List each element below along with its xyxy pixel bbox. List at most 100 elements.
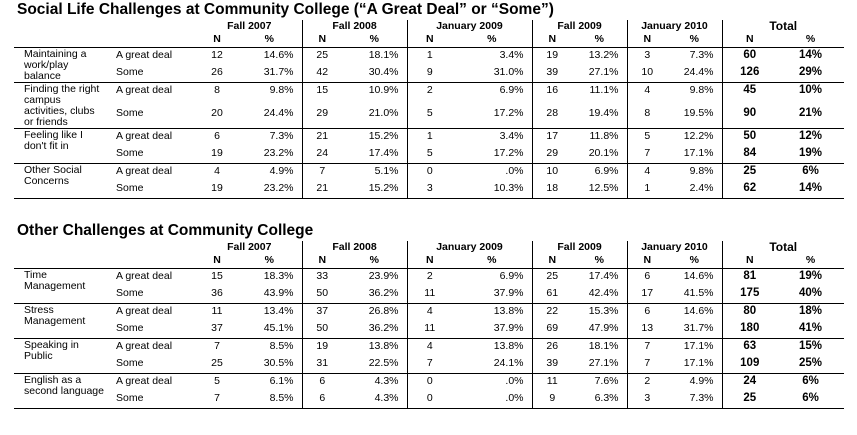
table-row: English as a second language A great deal… <box>14 373 844 409</box>
table-row: Finding the right campus activities, clu… <box>14 82 844 129</box>
percent-cell: 13.8% <box>452 338 533 356</box>
percent-cell: 6% <box>777 373 844 391</box>
count-cell: 11 <box>407 321 452 339</box>
n-column-header: N <box>745 254 754 266</box>
n-column-header: N <box>213 33 221 45</box>
count-cell: 16 <box>532 82 572 106</box>
percent-cell: 13.8% <box>452 303 533 321</box>
percent-cell: 4.9% <box>237 163 303 181</box>
count-cell: 26 <box>197 65 237 83</box>
count-cell: 1 <box>407 47 452 65</box>
percent-cell: 6.1% <box>237 373 303 391</box>
percent-column-header: % <box>342 32 408 48</box>
n-column-header: N <box>548 254 557 266</box>
percent-cell: 20.1% <box>572 146 628 164</box>
period-header: Fall 2009 <box>532 241 628 253</box>
table-row: Some 37 45.1% 50 36.2% 11 37.9% 69 47.9% 13 31.7% 1… <box>14 321 844 339</box>
percent-cell: 29% <box>777 65 844 83</box>
count-cell: 7 <box>627 356 667 374</box>
percent-cell: 36.2% <box>342 321 408 339</box>
percent-cell: 8.5% <box>237 338 303 356</box>
percent-cell: 10.9% <box>342 82 408 106</box>
percent-cell: 7.3% <box>667 391 723 409</box>
percent-cell: 18.1% <box>572 338 628 356</box>
count-cell: 24 <box>722 373 777 391</box>
count-cell: 25 <box>722 163 777 181</box>
percent-column-header: % <box>572 32 628 48</box>
count-cell: 11 <box>407 286 452 304</box>
count-cell: 25 <box>722 391 777 409</box>
period-header: Fall 2008 <box>302 241 408 253</box>
percent-cell: 45.1% <box>237 321 303 339</box>
category-label: Finding the right campus activities, clu… <box>14 82 109 129</box>
count-cell: 0 <box>407 163 452 181</box>
percent-cell: 17.1% <box>667 146 723 164</box>
count-cell: 29 <box>302 105 342 129</box>
percent-cell: 6.3% <box>572 391 628 409</box>
count-cell: 18 <box>532 181 572 199</box>
percent-cell: 24.4% <box>667 65 723 83</box>
percent-cell: 3.4% <box>452 47 533 65</box>
table-row: Stress Management A great deal 11 13.4% 37 26… <box>14 303 844 339</box>
percent-column-header: % <box>452 32 533 48</box>
count-cell: 1 <box>407 128 452 146</box>
table-row: Some 19 23.2% 21 15.2% 3 10.3% 18 12.5% 1 2.4% 62 14… <box>14 181 844 199</box>
percent-column-header: % <box>237 32 303 48</box>
count-cell: 19 <box>302 338 342 356</box>
count-cell: 61 <box>532 286 572 304</box>
n-column-header: N <box>425 254 434 266</box>
level-label: A great deal <box>109 128 197 146</box>
count-cell: 6 <box>302 373 342 391</box>
count-cell: 9 <box>407 65 452 83</box>
count-cell: 5 <box>407 105 452 129</box>
percent-cell: 6.9% <box>452 82 533 106</box>
percent-cell: 17.1% <box>667 356 723 374</box>
category-label: Stress Management <box>14 303 109 339</box>
count-cell: 80 <box>722 303 777 321</box>
count-cell: 13 <box>627 321 667 339</box>
count-cell: 39 <box>532 356 572 374</box>
percent-cell: 19% <box>777 146 844 164</box>
count-cell: 37 <box>197 321 237 339</box>
count-cell: 69 <box>532 321 572 339</box>
count-cell: 175 <box>722 286 777 304</box>
percent-cell: 14% <box>777 181 844 199</box>
percent-cell: 11.8% <box>572 128 628 146</box>
period-header: Fall 2007 <box>197 241 303 253</box>
count-cell: 26 <box>532 338 572 356</box>
percent-cell: 23.9% <box>342 268 408 286</box>
other-challenges-table: Fall 2007 Fall 2008 January 2009 Fall 2009 J… <box>14 241 844 409</box>
table-row: Some 7 8.5% 6 4.3% 0.0% 9 6.3% 3 7.3% 25 6% <box>14 391 844 409</box>
count-cell: 31 <box>302 356 342 374</box>
percent-cell: 10% <box>777 82 844 106</box>
count-cell: 81 <box>722 268 777 286</box>
level-label: Some <box>109 356 197 374</box>
percent-cell: 47.9% <box>572 321 628 339</box>
percent-cell: 41.5% <box>667 286 723 304</box>
count-cell: 63 <box>722 338 777 356</box>
percent-cell: 6% <box>777 163 844 181</box>
percent-cell: 24.4% <box>237 105 303 129</box>
count-cell: 11 <box>532 373 572 391</box>
table-row: Speaking in Public A great deal 7 8.5% 19 13.… <box>14 338 844 374</box>
level-label: A great deal <box>109 373 197 391</box>
percent-cell: 12% <box>777 128 844 146</box>
count-cell: 3 <box>627 391 667 409</box>
level-label: Some <box>109 321 197 339</box>
percent-cell: .0% <box>452 373 533 391</box>
category-label: Speaking in Public <box>14 338 109 374</box>
percent-cell: 21% <box>777 105 844 129</box>
level-label: A great deal <box>109 338 197 356</box>
count-cell: 45 <box>722 82 777 106</box>
percent-cell: 30.4% <box>342 65 408 83</box>
count-cell: 15 <box>302 82 342 106</box>
count-cell: 5 <box>197 373 237 391</box>
percent-cell: 24.1% <box>452 356 533 374</box>
count-cell: 19 <box>197 181 237 199</box>
count-cell: 36 <box>197 286 237 304</box>
count-cell: 109 <box>722 356 777 374</box>
percent-cell: .0% <box>452 391 533 409</box>
percent-cell: 14.6% <box>667 303 723 321</box>
level-label: Some <box>109 146 197 164</box>
table-title: Other Challenges at Community College <box>17 222 314 239</box>
